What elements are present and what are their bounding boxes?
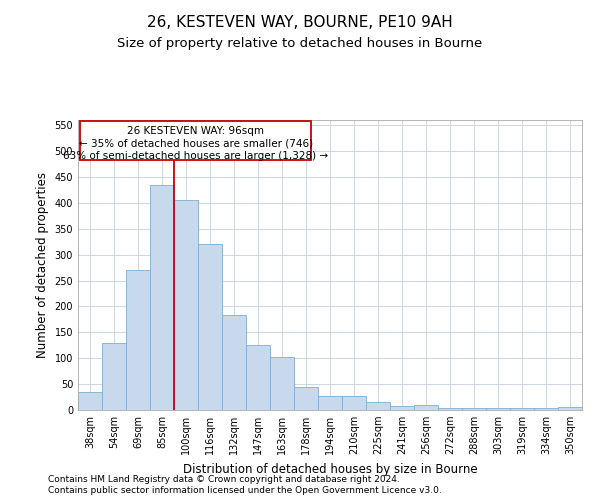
Text: 63% of semi-detached houses are larger (1,328) →: 63% of semi-detached houses are larger (… bbox=[63, 151, 328, 161]
Bar bbox=[102, 342, 126, 410]
Bar bbox=[198, 244, 222, 410]
Bar bbox=[390, 406, 414, 410]
Bar bbox=[294, 387, 318, 410]
Text: ← 35% of detached houses are smaller (746): ← 35% of detached houses are smaller (74… bbox=[79, 138, 313, 148]
Bar bbox=[486, 408, 510, 410]
Bar bbox=[558, 407, 582, 410]
Text: Contains HM Land Registry data © Crown copyright and database right 2024.: Contains HM Land Registry data © Crown c… bbox=[48, 475, 400, 484]
Bar bbox=[270, 356, 294, 410]
Bar bbox=[534, 408, 558, 410]
Text: 26, KESTEVEN WAY, BOURNE, PE10 9AH: 26, KESTEVEN WAY, BOURNE, PE10 9AH bbox=[147, 15, 453, 30]
Bar bbox=[462, 408, 486, 410]
Bar bbox=[174, 200, 198, 410]
Bar bbox=[78, 392, 102, 410]
Bar bbox=[150, 184, 174, 410]
Text: Size of property relative to detached houses in Bourne: Size of property relative to detached ho… bbox=[118, 38, 482, 51]
Bar bbox=[246, 346, 270, 410]
Bar bbox=[222, 315, 246, 410]
X-axis label: Distribution of detached houses by size in Bourne: Distribution of detached houses by size … bbox=[182, 462, 478, 475]
Bar bbox=[510, 408, 534, 410]
Bar bbox=[342, 396, 366, 410]
Bar bbox=[126, 270, 150, 410]
Text: 26 KESTEVEN WAY: 96sqm: 26 KESTEVEN WAY: 96sqm bbox=[127, 126, 264, 136]
Bar bbox=[318, 396, 342, 410]
Text: Contains public sector information licensed under the Open Government Licence v3: Contains public sector information licen… bbox=[48, 486, 442, 495]
Bar bbox=[366, 402, 390, 410]
Y-axis label: Number of detached properties: Number of detached properties bbox=[36, 172, 49, 358]
Bar bbox=[414, 405, 438, 410]
Bar bbox=[438, 408, 462, 410]
FancyBboxPatch shape bbox=[80, 121, 311, 160]
